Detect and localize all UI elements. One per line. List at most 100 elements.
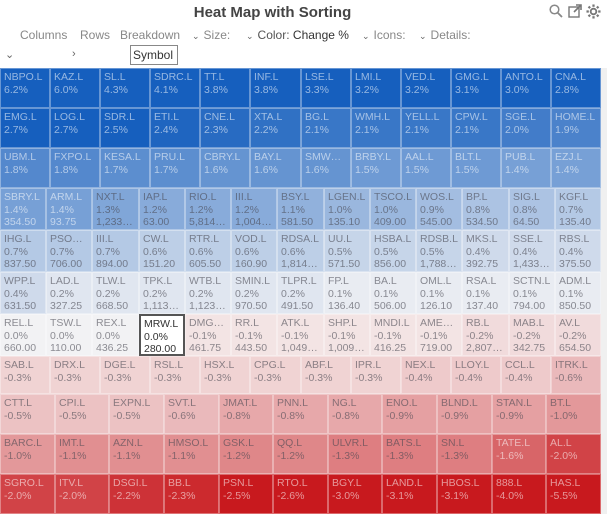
heatmap-tile[interactable]: LLOY.L -0.4% — [451, 356, 501, 394]
heatmap-tile[interactable]: LOG.L 2.7% — [50, 108, 100, 148]
heatmap-tile[interactable]: RDSA.L 0.6% 1,814… — [277, 230, 324, 272]
heatmap-tile[interactable]: BSY.L 1.1% 581.50 — [277, 188, 324, 230]
heatmap-tile[interactable]: SL.L 4.3% — [100, 68, 150, 108]
heatmap-tile[interactable]: SHP.L -0.1% 1,009… — [324, 314, 370, 356]
heatmap-tile[interactable]: VED.L 3.2% — [401, 68, 451, 108]
breakdown-button[interactable]: Breakdown — [120, 28, 181, 42]
heatmap-tile[interactable]: LGEN.L 1.0% 135.10 — [324, 188, 370, 230]
heatmap-tile[interactable]: KGF.L 0.7% 135.40 — [555, 188, 601, 230]
chevron-down-icon[interactable]: ⌄ — [5, 49, 15, 61]
heatmap-tile[interactable]: MAB.L -0.2% 342.75 — [509, 314, 555, 356]
heatmap-tile[interactable]: QQ.L -1.2% — [273, 434, 328, 474]
heatmap-tile[interactable]: RR.L -0.1% 443.50 — [231, 314, 277, 356]
heatmap-tile[interactable]: KESA.L 1.7% — [100, 148, 150, 188]
heatmap-tile[interactable]: PNN.L -0.8% — [273, 394, 328, 434]
rows-button[interactable]: Rows — [80, 28, 111, 42]
heatmap-tile[interactable]: SIG.L 0.8% 64.50 — [509, 188, 555, 230]
heatmap-tile[interactable]: TLW.L 0.2% 668.50 — [92, 272, 139, 314]
heatmap-tile[interactable]: FP.L 0.1% 136.40 — [324, 272, 370, 314]
heatmap-tile[interactable]: IHG.L 0.7% 837.50 — [0, 230, 46, 272]
heatmap-tile[interactable]: EZJ.L 1.4% — [551, 148, 601, 188]
gear-icon[interactable] — [586, 4, 601, 22]
heatmap-tile[interactable]: RSA.L 0.1% 137.40 — [462, 272, 509, 314]
popout-icon[interactable] — [568, 4, 582, 21]
heatmap-tile[interactable]: REX.L 0.0% 436.25 — [92, 314, 139, 356]
columns-button[interactable]: Columns — [20, 28, 68, 42]
search-icon[interactable] — [549, 4, 563, 21]
chevron-right-icon[interactable]: › — [72, 48, 76, 60]
heatmap-tile[interactable]: STAN.L -0.9% — [492, 394, 546, 434]
heatmap-tile[interactable]: GMG.L 3.1% — [451, 68, 501, 108]
heatmap-tile[interactable]: ARM.L 1.4% 93.75 — [46, 188, 92, 230]
heatmap-tile[interactable]: BARC.L -1.0% — [0, 434, 55, 474]
heatmap-tile[interactable]: JMAT.L -0.8% — [219, 394, 273, 434]
heatmap-tile[interactable]: WOS.L 0.9% 545.00 — [416, 188, 462, 230]
heatmap-tile[interactable]: SMIN.L 0.2% 970.50 — [231, 272, 277, 314]
heatmap-tile[interactable]: BG.L 2.1% — [301, 108, 351, 148]
heatmap-tile[interactable]: RDSB.L 0.5% 1,788… — [416, 230, 462, 272]
heatmap-tile[interactable]: HBOS.L -3.1% — [437, 474, 492, 514]
heatmap-tile[interactable]: RTO.L -2.6% — [273, 474, 328, 514]
heatmap-tile[interactable]: ITRK.L -0.6% — [551, 356, 601, 394]
heatmap-tile[interactable]: DGE.L -0.3% — [100, 356, 150, 394]
heatmap-tile[interactable]: IPR.L -0.3% — [351, 356, 401, 394]
heatmap-tile[interactable]: VOD.L 0.6% 160.90 — [231, 230, 277, 272]
heatmap-tile[interactable]: BT.L -1.0% — [546, 394, 601, 434]
heatmap-tile[interactable]: KAZ.L 6.0% — [50, 68, 100, 108]
heatmap-tile[interactable]: ATK.L -0.1% 1,049… — [277, 314, 324, 356]
heatmap-tile[interactable]: BLT.L 1.5% — [451, 148, 501, 188]
heatmap-tile[interactable]: SMW… 1.6% — [301, 148, 351, 188]
heatmap-tile[interactable]: YELL.L 2.1% — [401, 108, 451, 148]
heatmap-tile[interactable]: ENO.L -0.9% — [382, 394, 437, 434]
heatmap-tile[interactable]: OML.L 0.1% 126.10 — [416, 272, 462, 314]
heatmap-tile[interactable]: HSX.L -0.3% — [200, 356, 250, 394]
heatmap-tile[interactable]: WMH.L 2.1% — [351, 108, 401, 148]
heatmap-tile[interactable]: III.L 1.2% 1,004… — [231, 188, 277, 230]
heatmap-tile[interactable]: HSBA.L 0.5% 856.00 — [370, 230, 416, 272]
heatmap-tile[interactable]: CBRY.L 1.6% — [200, 148, 250, 188]
heatmap-tile[interactable]: SSE.L 0.4% 1,433… — [509, 230, 555, 272]
heatmap-tile[interactable]: SGRO.L -2.0% — [0, 474, 55, 514]
heatmap-tile[interactable]: DSGI.L -2.2% — [109, 474, 164, 514]
heatmap-tile[interactable]: TSCO.L 1.0% 409.00 — [370, 188, 416, 230]
heatmap-tile[interactable]: HAS.L -5.5% — [546, 474, 601, 514]
heatmap-tile[interactable]: SGE.L 2.0% — [501, 108, 551, 148]
heatmap-tile[interactable]: ADM.L 0.1% 850.50 — [555, 272, 601, 314]
heatmap-tile[interactable]: RTR.L 0.6% 605.50 — [185, 230, 231, 272]
heatmap-tile[interactable]: RBS.L 0.4% 375.50 — [555, 230, 601, 272]
heatmap-tile[interactable]: NG.L -0.8% — [328, 394, 382, 434]
heatmap-tile[interactable]: TSW.L 0.0% 110.00 — [46, 314, 92, 356]
heatmap-tile[interactable]: GSK.L -1.2% — [219, 434, 273, 474]
heatmap-tile[interactable]: PUB.L 1.4% — [501, 148, 551, 188]
heatmap-tile[interactable]: AME… -0.1% 719.00 — [416, 314, 462, 356]
heatmap-tile[interactable]: DMG… -0.1% 461.75 — [185, 314, 231, 356]
heatmap-tile[interactable]: CW.L 0.6% 151.20 — [139, 230, 185, 272]
heatmap-tile[interactable]: RB.L -0.2% 2,807… — [462, 314, 509, 356]
heatmap-tile[interactable]: NEX.L -0.4% — [401, 356, 451, 394]
heatmap-tile[interactable]: SBRY.L 1.4% 354.50 — [0, 188, 46, 230]
heatmap-tile[interactable]: IMT.L -1.1% — [55, 434, 109, 474]
heatmap-tile[interactable]: AAL.L 1.5% — [401, 148, 451, 188]
heatmap-tile[interactable]: LSE.L 3.3% — [301, 68, 351, 108]
heatmap-tile[interactable]: ANTO.L 3.0% — [501, 68, 551, 108]
heatmap-tile[interactable]: LAD.L 0.2% 327.25 — [46, 272, 92, 314]
heatmap-tile[interactable]: BAY.L 1.6% — [250, 148, 301, 188]
heatmap-tile[interactable]: PRU.L 1.7% — [150, 148, 200, 188]
size-dropdown[interactable]: ⌄ Size: — [192, 28, 230, 42]
heatmap-tile[interactable]: EXPN.L -0.5% — [109, 394, 164, 434]
heatmap-tile[interactable]: SN.L -1.3% — [437, 434, 492, 474]
heatmap-tile[interactable]: BRBY.L 1.5% — [351, 148, 401, 188]
heatmap-tile[interactable]: SCTN.L 0.1% 794.00 — [509, 272, 555, 314]
heatmap-tile[interactable]: WTB.L 0.2% 1,123… — [185, 272, 231, 314]
heatmap-tile[interactable]: REL.L 0.0% 660.00 — [0, 314, 46, 356]
heatmap-tile[interactable]: NBPO.L 6.2% — [0, 68, 50, 108]
heatmap-tile[interactable]: BA.L 0.1% 506.00 — [370, 272, 416, 314]
heatmap-tile[interactable]: MRW.L 0.0% 280.00 — [139, 314, 185, 356]
heatmap-tile[interactable]: FXPO.L 1.8% — [50, 148, 100, 188]
heatmap-tile[interactable]: ULVR.L -1.3% — [328, 434, 382, 474]
heatmap-tile[interactable]: AL.L -2.0% — [546, 434, 601, 474]
heatmap-tile[interactable]: TPK.L 0.2% 1,113… — [139, 272, 185, 314]
heatmap-tile[interactable]: HMSO.L -1.1% — [164, 434, 219, 474]
heatmap-tile[interactable]: CTT.L -0.5% — [0, 394, 55, 434]
heatmap-tile[interactable]: AZN.L -1.1% — [109, 434, 164, 474]
